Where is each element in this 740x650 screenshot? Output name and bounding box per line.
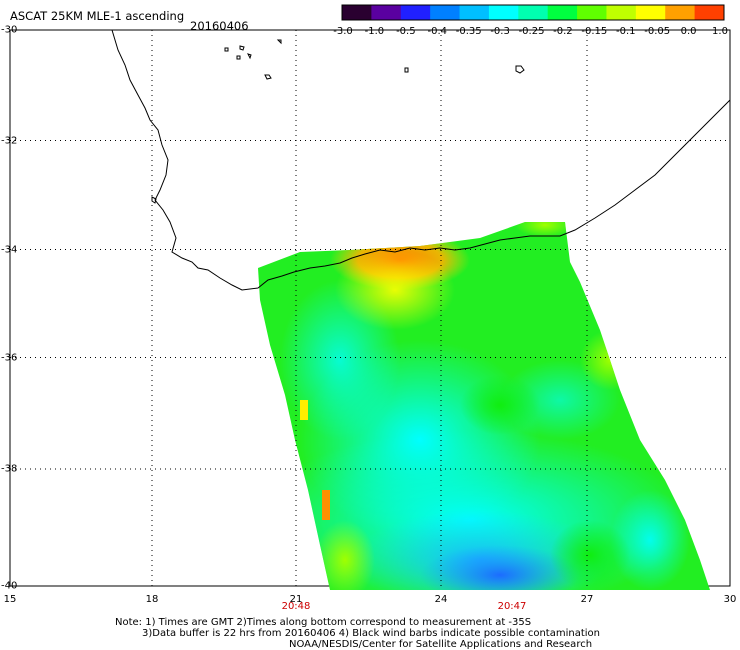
coastline bbox=[111, 29, 731, 291]
islands bbox=[151, 39, 525, 204]
wind-swath bbox=[258, 222, 710, 590]
colorbar-label: -0.3 bbox=[490, 26, 510, 37]
note-line-3: NOAA/NESDIS/Center for Satellite Applica… bbox=[289, 639, 593, 650]
colorbar-swatch bbox=[488, 5, 519, 20]
time-label-east: 20:47 bbox=[497, 601, 527, 612]
colorbar-label: -1.0 bbox=[364, 26, 385, 37]
longitude-label: 24 bbox=[434, 594, 448, 605]
colorbar-label: -0.5 bbox=[396, 26, 416, 37]
colorbar-label: -0.4 bbox=[427, 26, 448, 37]
graticule bbox=[10, 30, 730, 586]
colorbar-label: -0.1 bbox=[615, 26, 636, 37]
note-line-2: 3)Data buffer is 22 hrs from 20160406 4)… bbox=[142, 628, 600, 639]
colorbar-swatch bbox=[547, 5, 578, 20]
latitude-label: -32 bbox=[1, 135, 18, 146]
colorbar-label: -0.2 bbox=[553, 26, 573, 37]
colorbar-swatch bbox=[694, 5, 725, 20]
colorbar-swatch bbox=[430, 5, 461, 20]
colorbar-swatch bbox=[665, 5, 696, 20]
colorbar-label: 0.0 bbox=[680, 26, 697, 37]
colorbar-label: -0.35 bbox=[455, 26, 482, 37]
time-label-west: 20:48 bbox=[281, 601, 311, 612]
longitude-label: 30 bbox=[723, 594, 737, 605]
latitude-label: -40 bbox=[1, 580, 18, 592]
longitude-label: 21 bbox=[289, 594, 303, 605]
colorbar bbox=[341, 4, 725, 21]
latitude-label: -36 bbox=[1, 352, 18, 363]
colorbar-label: -3.0 bbox=[333, 26, 353, 37]
colorbar-swatch bbox=[459, 5, 490, 20]
colorbar-label: -0.15 bbox=[581, 26, 608, 37]
colorbar-swatch bbox=[606, 5, 637, 20]
product-title: ASCAT 25KM MLE-1 ascending bbox=[10, 9, 185, 23]
colorbar-swatch bbox=[577, 5, 607, 20]
longitude-label: 15 bbox=[3, 594, 17, 605]
footnotes: Note: 1) Times are GMT 2)Times along bot… bbox=[115, 617, 600, 650]
latitude-label: -38 bbox=[1, 463, 18, 475]
colorbar-label: -0.25 bbox=[518, 26, 545, 37]
product-date: 20160406 bbox=[190, 19, 249, 33]
latitude-label: -34 bbox=[1, 244, 18, 255]
colorbar-label: -0.05 bbox=[644, 26, 671, 37]
latitude-label: -30 bbox=[1, 24, 18, 36]
colorbar-label: 1.0 bbox=[712, 26, 728, 37]
longitude-label: 27 bbox=[580, 594, 594, 605]
colorbar-swatch bbox=[342, 5, 372, 20]
colorbar-swatch bbox=[400, 5, 431, 20]
longitude-label: 18 bbox=[145, 594, 159, 605]
colorbar-swatch bbox=[371, 5, 402, 20]
colorbar-swatch bbox=[635, 5, 666, 20]
note-line-1: Note: 1) Times are GMT 2)Times along bot… bbox=[115, 617, 532, 628]
colorbar-swatch bbox=[518, 5, 549, 20]
